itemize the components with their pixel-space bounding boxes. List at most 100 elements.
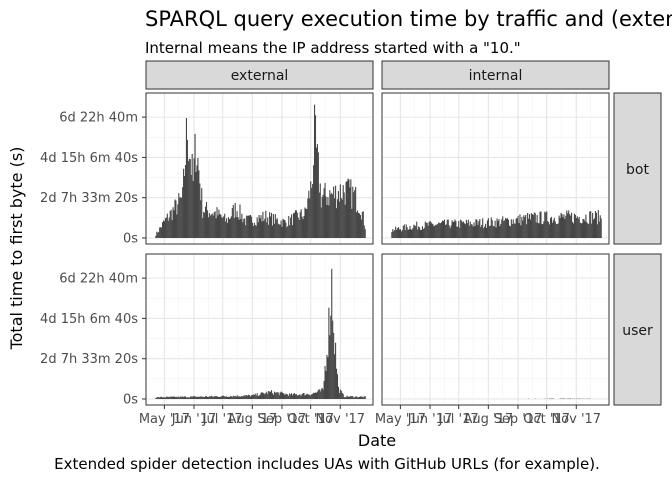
bar-external-bot [287,226,289,238]
bar-external-user [300,395,302,399]
bar-external-bot [299,212,301,238]
bar-external-bot [270,216,272,238]
bar-internal-bot [410,229,412,238]
bar-internal-bot [528,218,530,238]
bar-internal-bot [449,228,451,238]
bar-internal-bot [557,223,559,238]
bar-internal-bot [464,224,467,238]
bar-external-bot [321,196,323,238]
bar-external-user [263,393,265,399]
bar-external-bot [301,216,303,238]
bar-internal-bot [466,222,468,238]
bar-external-user [293,393,296,399]
bar-external-user [230,396,232,399]
bar-external-user [343,397,345,399]
bar-internal-bot [441,222,443,238]
bar-external-user [262,392,264,399]
bar-external-user [321,387,323,399]
x-tick-label: Aug '17 [464,412,514,427]
bar-external-user [333,332,335,399]
bar-internal-bot [586,222,588,238]
bar-internal-bot [506,218,509,238]
bar-external-bot [333,186,335,238]
x-tick-label: Sep '17 [494,412,543,427]
bar-internal-bot [580,223,582,238]
bar-external-user [358,396,361,399]
bar-external-user [238,396,240,399]
bar-external-bot [231,208,233,238]
bar-external-user [306,393,308,399]
bar-external-user [162,397,165,399]
bar-external-user [242,396,244,399]
bar-external-user [258,395,260,399]
bar-external-user [307,394,309,399]
bar-external-bot [171,220,173,238]
bar-internal-bot [493,226,495,238]
bar-external-bot [216,207,218,238]
bar-external-bot [309,198,311,238]
bar-external-user [316,391,318,399]
bar-external-user [177,397,179,399]
bar-internal-bot [531,214,533,238]
bar-external-user [335,342,337,399]
bar-external-user [304,395,306,399]
bar-external-bot [281,226,283,238]
bar-external-bot [315,147,318,238]
bar-internal-bot [452,221,454,238]
bar-external-user [285,393,287,399]
bar-external-user [224,396,226,399]
bar-external-bot [270,212,273,238]
bar-external-bot [183,168,185,238]
bar-external-bot [221,217,223,238]
bar-internal-bot [512,219,514,238]
x-tick-label: Oct '17 [287,412,334,427]
bar-external-bot [286,227,288,238]
bar-internal-bot [588,224,590,238]
bar-external-bot [284,219,286,238]
bar-external-user [332,320,334,399]
bar-external-bot [277,223,279,238]
bar-external-user [302,393,304,399]
bar-internal-bot [468,225,470,238]
bar-external-user [266,391,268,399]
bar-internal-bot [565,215,567,238]
bar-external-bot [328,205,330,238]
bar-external-bot [230,216,232,238]
bar-internal-bot [541,224,543,238]
bar-external-bot [310,181,312,238]
bar-external-user [250,395,253,399]
bar-external-user [280,391,282,399]
bar-internal-bot [435,224,437,238]
bar-external-user [254,393,256,399]
bar-external-bot [292,225,294,238]
bar-external-bot [323,188,325,238]
strip-col-external [145,60,374,90]
bar-internal-bot [594,210,597,238]
bar-external-bot [155,235,157,238]
bar-external-user [299,394,301,399]
bar-external-bot [269,212,271,238]
bar-internal-bot [572,223,575,238]
bar-external-bot [237,217,239,238]
bar-internal-bot [488,226,490,238]
x-tick-label: Jul '17 [438,412,479,427]
bar-external-bot [215,218,217,238]
bar-internal-bot [528,214,531,238]
bar-internal-bot [571,212,573,238]
x-tick-label: Aug '17 [228,412,278,427]
bar-internal-bot [513,223,515,238]
bar-internal-bot [419,227,421,238]
bar-external-bot [204,212,206,238]
bar-external-bot [280,220,282,238]
bar-internal-bot [568,210,570,238]
bar-internal-bot [484,226,486,238]
strip-label-external: external [231,68,289,84]
bar-external-user [198,396,200,399]
bar-external-user [351,396,353,399]
bar-external-bot [247,215,249,238]
bar-internal-bot [445,224,447,238]
bar-external-user [310,395,312,399]
bar-external-user [346,395,348,399]
bar-external-bot [298,219,300,238]
bar-internal-bot [411,229,413,238]
